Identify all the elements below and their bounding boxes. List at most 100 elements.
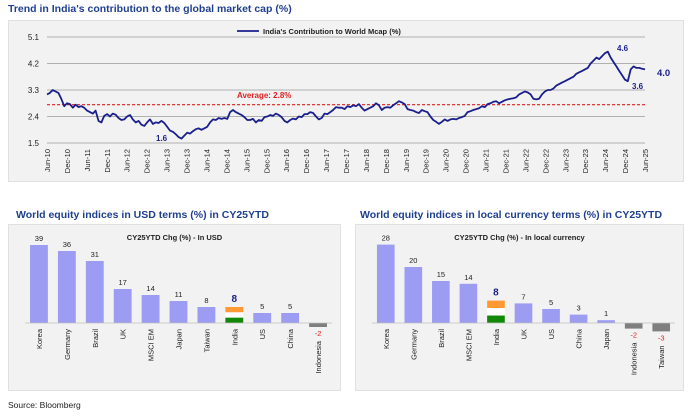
- x-tick-label: Jun-25: [641, 149, 650, 172]
- bar: [569, 314, 588, 323]
- data-label: 14: [464, 273, 472, 282]
- category-label: Brazil: [437, 329, 446, 348]
- bar: [376, 244, 395, 323]
- category-label: Germany: [409, 329, 418, 360]
- x-tick-label: Jun-22: [521, 149, 530, 172]
- x-tick-label: Jun-19: [402, 149, 411, 172]
- x-tick-label: Dec-16: [302, 149, 311, 173]
- bar-india-green: [487, 315, 505, 323]
- data-label: 17: [119, 278, 127, 287]
- local-bar-chart: CY25YTD Chg (%) - In local currency 28 Kor…: [372, 233, 675, 375]
- legend-label: CY25YTD Chg (%) - In local currency: [454, 233, 585, 242]
- x-tick-label: Dec-10: [63, 149, 72, 173]
- bar-india-white: [487, 308, 505, 316]
- bar: [141, 295, 160, 323]
- data-label: -2: [315, 329, 322, 338]
- peak-label: 4.6: [617, 44, 629, 53]
- x-tick-label: Jun-20: [442, 149, 451, 172]
- bar: [253, 313, 272, 323]
- bar: [30, 245, 48, 323]
- data-label: 36: [63, 240, 71, 249]
- category-label: UK: [119, 329, 128, 339]
- latest-label: 4.0: [657, 68, 670, 79]
- local-bar-chart-panel: CY25YTD Chg (%) - In local currency 28 Kor…: [355, 224, 684, 391]
- category-label: US: [258, 329, 267, 339]
- x-tick-label: Dec-23: [581, 149, 590, 173]
- category-label: UK: [520, 329, 529, 339]
- data-label: -2: [630, 331, 637, 340]
- min-label: 1.6: [156, 134, 168, 143]
- data-label: 31: [91, 250, 99, 259]
- x-tick-label: Jun-18: [362, 149, 371, 172]
- x-tick-label: Dec-14: [222, 149, 231, 173]
- x-tick-label: Dec-20: [462, 149, 471, 173]
- category-label: Germany: [63, 329, 72, 360]
- usd-bar-chart-panel: CY25YTD Chg (%) - In USD 39 Korea 36 Germany…: [8, 224, 341, 391]
- category-label: MSCI EM: [464, 329, 473, 361]
- data-label: 11: [175, 290, 183, 299]
- data-label: 5: [549, 298, 553, 307]
- y-tick-label: 4.2: [28, 60, 40, 69]
- dip-label: 3.6: [632, 82, 644, 91]
- x-tick-label: Dec-19: [422, 149, 431, 173]
- x-tick-label: Jun-13: [163, 149, 172, 172]
- category-label: China: [286, 328, 295, 348]
- bar: [432, 281, 450, 323]
- bar: [542, 309, 560, 323]
- category-label: Indonesia: [314, 340, 323, 373]
- usd-bar-chart: CY25YTD Chg (%) - In USD 39 Korea 36 Germany…: [25, 233, 332, 374]
- usd-bar-chart-title: World equity indices in USD terms (%) in…: [16, 209, 270, 221]
- bar: [514, 303, 533, 323]
- bar: [597, 320, 615, 323]
- data-label: 39: [35, 234, 43, 243]
- x-tick-label: Jun-24: [601, 149, 610, 172]
- category-label: Brazil: [91, 329, 100, 348]
- category-label: Korea: [382, 328, 391, 349]
- x-tick-label: Dec-15: [262, 149, 271, 173]
- category-label: Indonesia: [630, 342, 639, 375]
- y-tick-label: 2.4: [28, 113, 40, 122]
- line-chart-panel: 1.5 2.4 3.3 4.2 5.1 Jun-10 Dec-10 Jun-11 Dec-11 J…: [8, 20, 684, 182]
- average-label: Average: 2.8%: [237, 91, 291, 100]
- category-label: Japan: [175, 329, 184, 349]
- bar-india-white: [225, 312, 244, 318]
- bar-india-saffron: [487, 300, 505, 309]
- bar: [624, 323, 643, 329]
- x-tick-label: Jun-11: [83, 149, 92, 171]
- data-label: 8: [493, 288, 499, 299]
- x-tick-label: Jun-23: [561, 149, 570, 172]
- series-line: [46, 50, 646, 140]
- bar: [281, 313, 300, 323]
- bar: [309, 323, 327, 327]
- category-label: China: [575, 328, 584, 348]
- x-tick-label: Dec-12: [143, 149, 152, 173]
- data-label: 15: [437, 270, 445, 279]
- y-tick-label: 5.1: [28, 33, 40, 42]
- y-tick-label: 1.5: [28, 139, 40, 148]
- data-label: 14: [146, 284, 154, 293]
- legend-label: CY25YTD Chg (%) - In USD: [127, 233, 223, 242]
- data-label: 8: [232, 294, 238, 305]
- bar: [404, 267, 423, 323]
- source-note: Source: Bloomberg: [8, 400, 81, 410]
- y-tick-label: 3.3: [28, 86, 40, 95]
- data-label: 28: [382, 234, 390, 243]
- category-label: Japan: [602, 329, 611, 349]
- data-label: 5: [260, 302, 264, 311]
- x-tick-label: Dec-17: [342, 149, 351, 173]
- data-label: -3: [658, 333, 665, 342]
- x-tick-label: Jun-15: [242, 149, 251, 172]
- category-label: Taiwan: [202, 329, 211, 352]
- category-label: US: [547, 329, 556, 339]
- bar-india-saffron: [225, 307, 244, 313]
- local-bar-chart-title: World equity indices in local currency t…: [360, 209, 663, 221]
- x-tick-label: Dec-13: [183, 149, 192, 173]
- legend-label: India's Contribution to World Mcap (%): [263, 27, 401, 36]
- data-label: 5: [288, 302, 292, 311]
- x-tick-label: Dec-18: [382, 149, 391, 173]
- category-label: India: [492, 328, 501, 345]
- bar: [85, 261, 104, 323]
- x-tick-label: Jun-12: [123, 149, 132, 172]
- category-label: Taiwan: [657, 345, 666, 368]
- bar: [113, 289, 132, 323]
